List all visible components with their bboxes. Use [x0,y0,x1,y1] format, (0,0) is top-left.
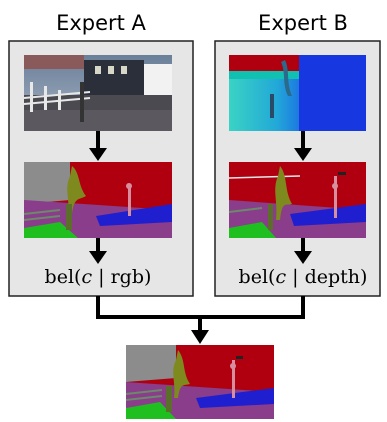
expert-b-arrow-1-head [294,148,312,161]
expert-a-belief-label: bel(c | rgb) [45,266,152,288]
expert-a-arrow-1-head [89,148,107,161]
expert-b-arrow-2-head [294,251,312,264]
expert-a-title: Expert A [56,11,146,35]
expert-a-arrow-2-head [89,251,107,264]
expert-b-depth-image [229,55,366,131]
expert-b-belief-label: bel(c | depth) [239,266,368,288]
expert-b-segmentation-image [228,162,366,238]
expert-b-title: Expert B [258,11,348,35]
expert-a-rgb-image [23,55,172,131]
expert-a-segmentation-image [23,162,172,238]
fused-segmentation-image [125,345,274,419]
fusion-arrow-head [191,330,209,344]
fusion-connector [96,296,305,319]
